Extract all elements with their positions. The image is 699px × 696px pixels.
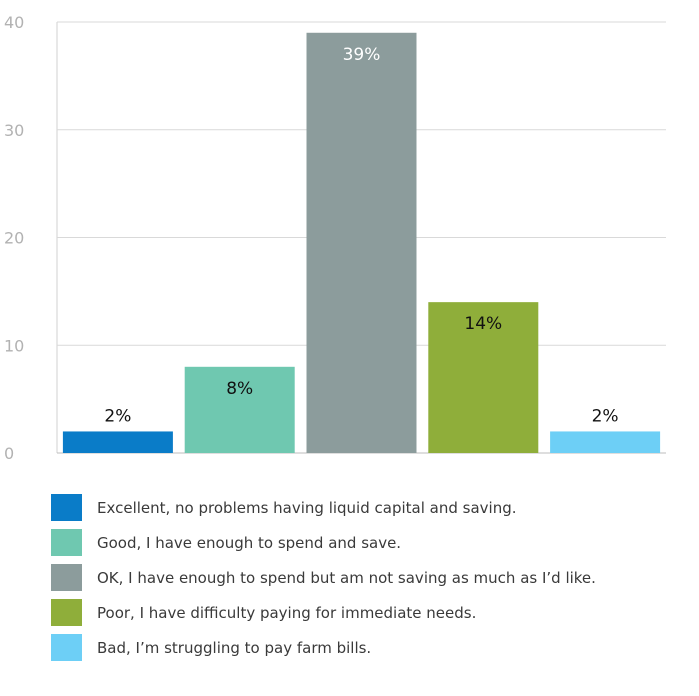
y-tick-label: 10 [4, 336, 24, 355]
y-tick-label: 30 [4, 121, 24, 140]
y-tick-label: 20 [4, 229, 24, 248]
data-labels: 2% 8% 39% 14% 2% [104, 45, 618, 427]
legend-label: Bad, I’m struggling to pay farm bills. [97, 638, 372, 657]
bar [428, 302, 539, 453]
y-axis-ticks: 0 10 20 30 40 [4, 13, 24, 463]
bar [184, 366, 295, 453]
bar [62, 431, 173, 453]
legend-swatch [51, 599, 82, 626]
legend-swatch [51, 564, 82, 591]
bar [550, 431, 661, 453]
data-label: 2% [592, 406, 619, 426]
legend-label: Good, I have enough to spend and save. [97, 533, 402, 552]
legend-swatch [51, 494, 82, 521]
legend-item: OK, I have enough to spend but am not sa… [51, 564, 596, 591]
legend-label: OK, I have enough to spend but am not sa… [97, 568, 596, 587]
y-tick-label: 40 [4, 13, 24, 32]
data-label: 14% [464, 314, 502, 334]
legend-swatch [51, 529, 82, 556]
legend: Excellent, no problems having liquid cap… [51, 494, 596, 669]
legend-label: Excellent, no problems having liquid cap… [97, 498, 517, 517]
legend-label: Poor, I have difficulty paying for immed… [97, 603, 477, 622]
legend-swatch [51, 634, 82, 661]
bar [306, 32, 417, 454]
data-label: 2% [104, 406, 131, 426]
data-label: 8% [226, 379, 253, 399]
bar-chart: 0 10 20 30 40 2% 8% 39% 14% 2% [4, 13, 666, 463]
legend-item: Good, I have enough to spend and save. [51, 529, 596, 556]
legend-item: Poor, I have difficulty paying for immed… [51, 599, 596, 626]
bars [62, 32, 661, 454]
y-tick-label: 0 [4, 444, 14, 463]
data-label: 39% [343, 45, 381, 65]
legend-item: Bad, I’m struggling to pay farm bills. [51, 634, 596, 661]
legend-item: Excellent, no problems having liquid cap… [51, 494, 596, 521]
